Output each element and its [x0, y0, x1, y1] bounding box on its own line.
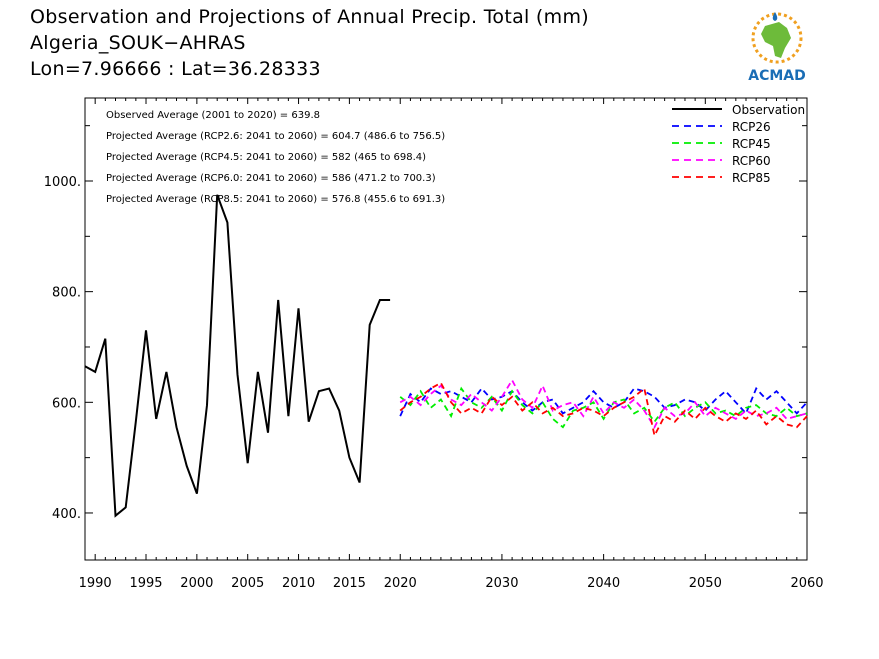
- series-layer: [84, 194, 808, 518]
- series-line-rcp85: [399, 381, 808, 439]
- legend-label: RCP45: [732, 137, 771, 151]
- annotations: Observed Average (2001 to 2020) = 639.8 P…: [106, 110, 445, 205]
- series-line-rcp45: [399, 386, 808, 429]
- station-coordinates: Lon=7.96666 : Lat=36.28333: [30, 58, 321, 80]
- chart-title: Observation and Projections of Annual Pr…: [30, 6, 589, 28]
- x-tick-label: 2010: [282, 576, 315, 591]
- legend-label: RCP85: [732, 171, 771, 185]
- annotation-text: Projected Average (RCP8.5: 2041 to 2060)…: [106, 194, 445, 205]
- acmad-logo: ACMAD: [748, 12, 806, 84]
- legend-label: Observation: [732, 103, 805, 117]
- plot-frame: [84, 97, 808, 561]
- acmad-africa-logo-icon: [751, 12, 803, 64]
- series-line-rcp60: [399, 378, 808, 430]
- annotation-text: Projected Average (RCP2.6: 2041 to 2060)…: [106, 131, 445, 142]
- x-tick-label: 2005: [231, 576, 264, 591]
- y-axis: 400. 600. 800. 1000.: [44, 125, 807, 522]
- y-tick-label: 1000.: [44, 175, 81, 190]
- y-tick-label: 800.: [52, 286, 81, 301]
- legend: Observation RCP26 RCP45 RCP60 RCP85: [672, 103, 805, 185]
- x-tick-label: 2040: [587, 576, 620, 591]
- legend-label: RCP26: [732, 120, 771, 134]
- x-tick-label: 1995: [129, 576, 162, 591]
- x-tick-label: 1990: [79, 576, 112, 591]
- annotation-text: Projected Average (RCP4.5: 2041 to 2060)…: [106, 152, 426, 163]
- x-tick-label: 2060: [790, 576, 823, 591]
- series-line-observation: [84, 194, 391, 518]
- x-axis: 1990 1995 2000 2005 2010 2015 2020 2030 2040 2050…: [79, 98, 824, 591]
- x-tick-label: 2000: [180, 576, 213, 591]
- annotation-text: Projected Average (RCP6.0: 2041 to 2060)…: [106, 173, 436, 184]
- y-tick-label: 400.: [52, 507, 81, 522]
- station-name: Algeria_SOUK−AHRAS: [30, 32, 246, 54]
- logo-text: ACMAD: [748, 68, 806, 84]
- x-tick-label: 2050: [689, 576, 722, 591]
- x-tick-label: 2020: [384, 576, 417, 591]
- annotation-text: Observed Average (2001 to 2020) = 639.8: [106, 110, 320, 121]
- y-tick-label: 600.: [52, 396, 81, 411]
- x-tick-label: 2030: [485, 576, 518, 591]
- x-tick-label: 2015: [333, 576, 366, 591]
- legend-label: RCP60: [732, 154, 771, 168]
